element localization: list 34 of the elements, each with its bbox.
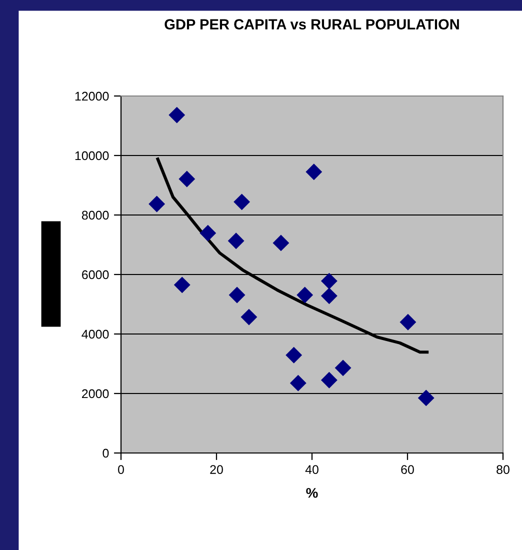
x-tick-label: 0 (118, 465, 124, 474)
y-tick-label: 2000 (82, 389, 109, 398)
point (306, 164, 322, 180)
point (178, 170, 196, 188)
point (272, 234, 290, 252)
x-tick-label: 40 (305, 465, 318, 474)
x-axis-title: % (306, 488, 318, 498)
x-tick-label: 80 (496, 465, 510, 474)
point (168, 106, 186, 124)
point (400, 314, 416, 330)
point (320, 272, 338, 290)
point (240, 308, 258, 326)
point (286, 346, 302, 364)
point (174, 276, 190, 294)
point (200, 224, 216, 242)
y-tick-label: 12000 (75, 92, 109, 101)
point (320, 288, 338, 304)
point (296, 286, 314, 304)
y-tick-label: 10000 (75, 151, 109, 160)
y-tick-label: 0 (102, 448, 109, 458)
chart-title: GDP PER CAPITA vs RURAL POPULATION (164, 19, 459, 30)
point (148, 196, 166, 212)
point (418, 390, 434, 406)
point (228, 286, 246, 304)
y-tick-label: 8000 (82, 210, 109, 220)
x-tick-label: 60 (401, 465, 414, 474)
point (290, 374, 306, 392)
point (334, 360, 352, 376)
y-tick-label: 4000 (82, 330, 109, 339)
point (234, 194, 250, 210)
point (228, 232, 244, 250)
point (320, 372, 338, 388)
y-tick-label: 6000 (82, 270, 109, 280)
x-tick-label: 20 (210, 465, 223, 474)
